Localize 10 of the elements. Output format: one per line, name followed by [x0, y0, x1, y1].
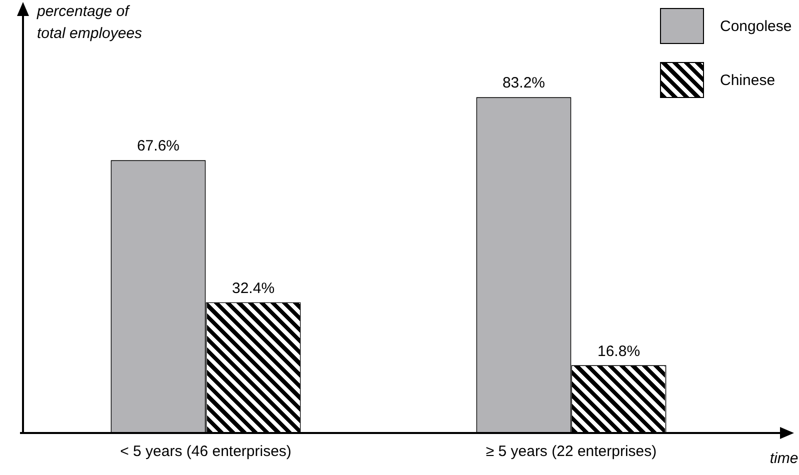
x-tick-label: ≥ 5 years (22 enterprises) [486, 443, 657, 460]
data-label: 83.2% [502, 74, 546, 92]
x-axis-title: time [770, 450, 798, 468]
data-label: 16.8% [597, 342, 640, 360]
legend-label: Chinese [720, 72, 776, 88]
legend-label: Congolese [720, 18, 793, 34]
x-tick-label: < 5 years (46 enterprises) [120, 443, 292, 460]
data-label: 32.4% [232, 280, 275, 297]
data-label: 67.6% [136, 138, 180, 155]
y-axis-title: percentage of total employees [36, 3, 143, 42]
